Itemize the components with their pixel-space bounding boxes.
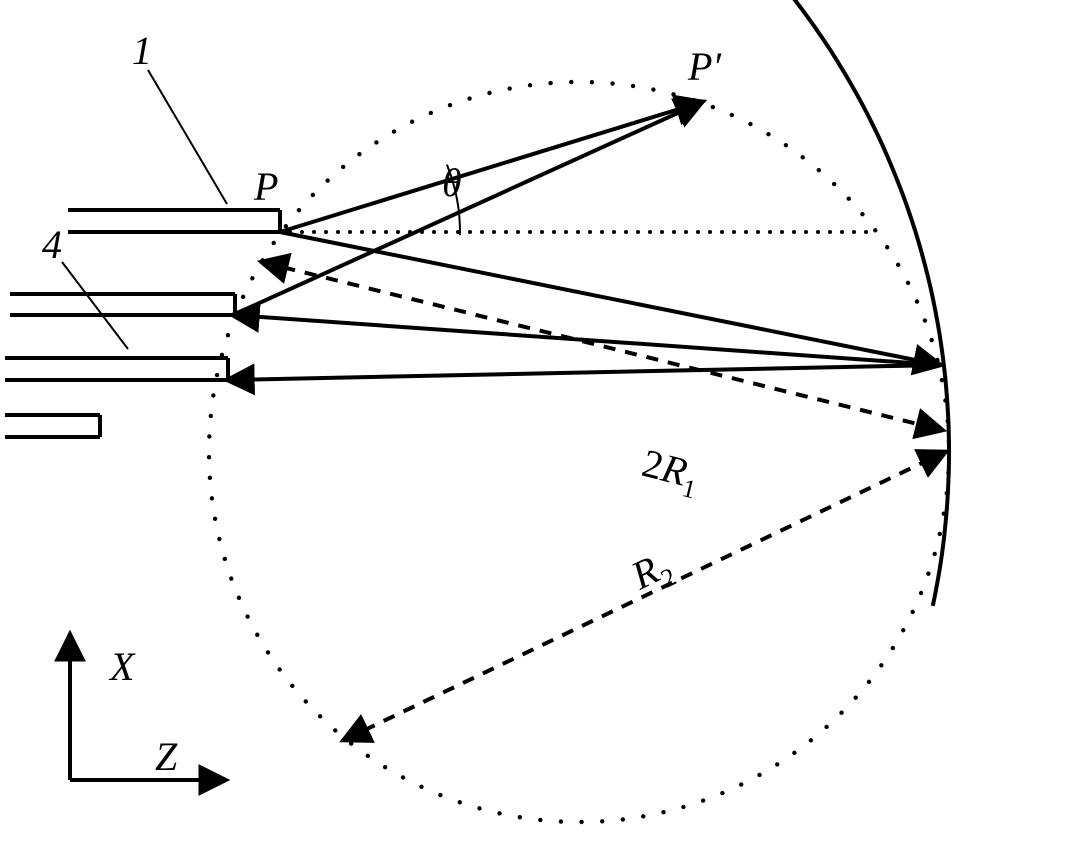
ray-P-to-mirror [280,232,940,365]
grating-arc [590,0,949,606]
ray-mirror-to-det-top [233,315,940,365]
fiber-top [68,210,280,232]
fiber-bot1 [5,358,228,380]
label-X: X [108,644,136,689]
diagram-canvas: P P′ θ XZ 1 4 2R1 R2 [0,0,1071,853]
label-Z: Z [155,734,178,779]
label-P: P [253,164,278,209]
rowland-circle [207,80,951,824]
fiber-mid [10,294,235,315]
fiber-bot2 [5,415,100,437]
label-Pprime: P′ [687,44,722,89]
ray-mirror-to-det-bottom [228,365,940,380]
leader-4 [62,262,128,349]
svg-text:R2: R2 [623,541,680,605]
leader-1 [148,70,227,204]
dotted-chord [288,230,868,234]
ray-det-to-Pprime [233,102,702,315]
label-1: 1 [132,28,152,73]
label-2R1: 2R1 [636,440,704,504]
label-theta: θ [442,160,462,205]
label-4: 4 [42,222,62,267]
svg-text:2R1: 2R1 [636,440,704,504]
label-R2: R2 [623,541,680,605]
